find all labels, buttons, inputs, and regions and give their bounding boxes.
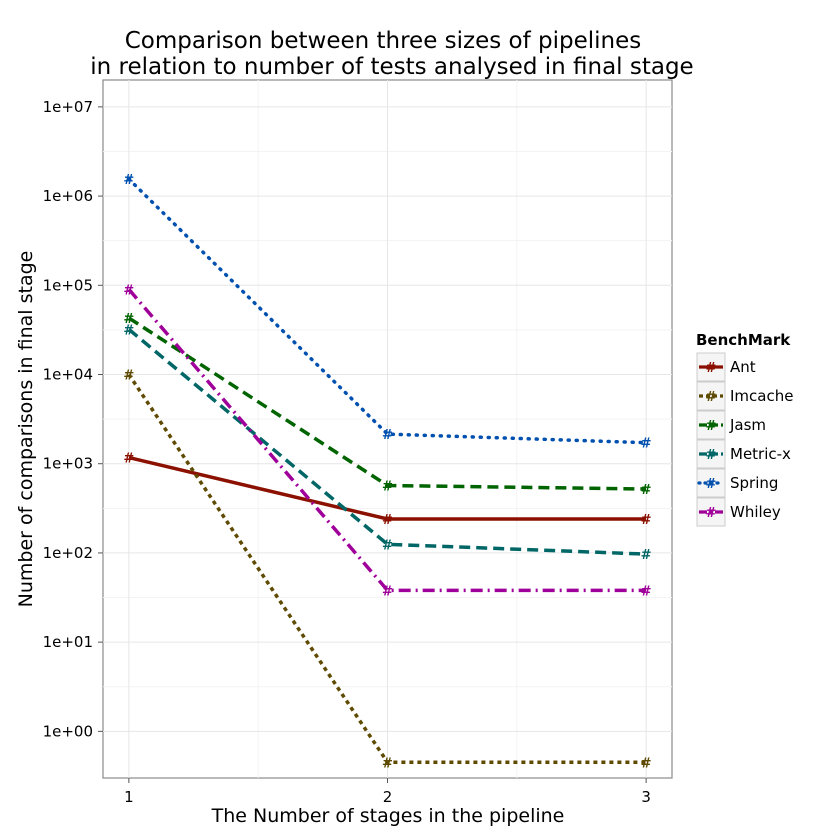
legend-label-whiley: Whiley (730, 503, 781, 521)
data-point-metric-x: # (382, 538, 393, 553)
legend-label-jasm: Jasm (729, 416, 766, 434)
legend-key-box (696, 468, 726, 498)
data-point-whiley: # (641, 584, 652, 599)
data-point-ant: # (382, 513, 393, 528)
legend-key-marker: # (706, 390, 717, 405)
data-point-imcache: # (382, 756, 393, 771)
y-tick-label: 1e+00 (43, 722, 93, 740)
legend: BenchMark # Ant # Imcache # Jasm # Metric-x # Spr… (696, 331, 793, 527)
legend-title: BenchMark (696, 331, 791, 349)
x-tick-label: 3 (641, 788, 651, 806)
series-line-imcache (127, 373, 647, 765)
series-line-jasm (127, 316, 647, 491)
data-point-ant: # (123, 452, 134, 467)
x-axis: 1 2 3 (124, 778, 651, 806)
data-point-imcache: # (123, 368, 134, 383)
series-line-metric-x (127, 328, 647, 556)
series-line-spring (127, 177, 648, 445)
y-tick-label: 1e+03 (43, 455, 93, 473)
y-tick-label: 1e+05 (43, 276, 93, 294)
legend-key-marker: # (706, 477, 717, 492)
y-tick-label: 1e+01 (43, 633, 93, 651)
series-lines (127, 177, 648, 765)
x-tick-label: 1 (124, 788, 134, 806)
data-point-whiley: # (123, 283, 134, 298)
legend-label-ant: Ant (730, 358, 756, 376)
data-point-jasm: # (641, 483, 652, 498)
data-point-spring: # (123, 173, 134, 188)
legend-key-marker: # (706, 448, 717, 463)
legend-items: # Ant # Imcache # Jasm # Metric-x # Spring # Whiley (696, 352, 793, 527)
data-point-imcache: # (641, 756, 652, 771)
data-point-metric-x: # (641, 548, 652, 563)
legend-key-marker: # (706, 506, 717, 521)
series-line-ant (128, 455, 647, 521)
legend-label-metric-x: Metric-x (730, 445, 791, 463)
y-tick-label: 1e+04 (43, 365, 93, 383)
y-tick-label: 1e+02 (43, 544, 93, 562)
series-markers: ## ### ### ######### # (123, 173, 651, 771)
y-axis-title: Number of comparisons in final stage (15, 251, 37, 608)
x-tick-label: 2 (383, 788, 393, 806)
legend-label-spring: Spring (730, 474, 778, 492)
chart-title-line-2: in relation to number of tests analysed … (90, 54, 693, 80)
data-point-jasm: # (123, 312, 134, 327)
data-point-spring: # (382, 428, 393, 443)
chart-title-line-1: Comparison between three sizes of pipeli… (125, 28, 642, 54)
y-tick-label: 1e+06 (43, 187, 93, 205)
data-point-jasm: # (382, 479, 393, 494)
data-point-metric-x: # (123, 323, 134, 338)
y-tick-label: 1e+07 (43, 98, 93, 116)
x-axis-title: The Number of stages in the pipeline (211, 805, 565, 827)
data-point-ant: # (641, 513, 652, 528)
series-line-whiley (127, 288, 647, 593)
gridlines (103, 80, 672, 778)
legend-key-marker: # (706, 419, 717, 434)
y-axis: 1e+00 1e+01 1e+02 1e+03 1e+04 1e+05 1e+06 1e+07 (43, 98, 103, 740)
data-point-whiley: # (382, 584, 393, 599)
legend-label-imcache: Imcache (730, 387, 793, 405)
legend-key-marker: # (706, 361, 717, 376)
data-point-spring: # (641, 437, 652, 452)
